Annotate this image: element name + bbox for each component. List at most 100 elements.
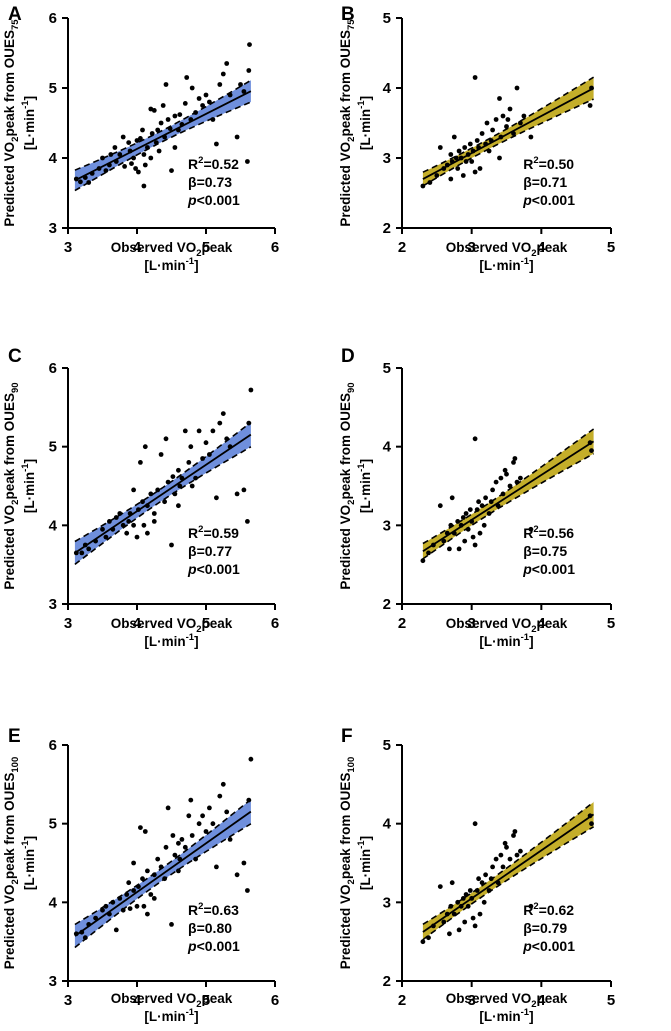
data-point	[203, 440, 209, 446]
y-axis-label-group: Predicted VO2peak from OUES90[L·min-1]	[338, 382, 373, 589]
data-point	[217, 82, 223, 87]
data-point	[165, 479, 171, 485]
data-point	[488, 876, 494, 882]
p-value-text: p<0.001	[187, 561, 240, 577]
y-axis-unit-label: [L·min-1]	[356, 836, 373, 890]
r-squared-text: R2=0.63	[188, 901, 239, 918]
data-point	[86, 546, 92, 552]
data-point	[477, 530, 483, 536]
x-tick-label: 4	[537, 615, 546, 632]
data-point	[246, 420, 252, 426]
data-point	[113, 515, 119, 520]
x-axis-label: Observed VO2peak	[111, 616, 233, 635]
data-point	[179, 122, 185, 127]
data-point	[79, 929, 85, 935]
x-tick-label: 4	[537, 239, 546, 256]
data-point	[189, 833, 195, 838]
data-point	[241, 89, 247, 94]
data-point	[456, 546, 462, 552]
data-point	[514, 85, 520, 91]
data-point	[589, 85, 594, 91]
y-axis-unit-label: [L·min-1]	[20, 459, 37, 513]
data-point	[110, 526, 116, 532]
data-point	[113, 927, 119, 933]
data-point	[465, 903, 471, 909]
data-point	[472, 542, 478, 548]
x-tick-label: 5	[202, 992, 210, 1009]
data-point	[151, 108, 157, 113]
data-point	[507, 856, 513, 862]
data-point	[186, 813, 192, 819]
data-point	[162, 499, 168, 505]
data-point	[140, 127, 145, 133]
data-point	[227, 837, 233, 842]
regression-line	[74, 433, 252, 554]
data-point	[241, 860, 247, 866]
data-point	[426, 550, 431, 556]
y-tick-label: 5	[383, 10, 391, 27]
data-point	[528, 134, 534, 140]
x-tick-label: 5	[202, 615, 210, 632]
x-tick-label: 3	[64, 615, 72, 632]
data-point	[463, 511, 469, 516]
data-point	[460, 173, 466, 178]
data-point	[138, 136, 143, 141]
p-value-text: p<0.001	[522, 561, 575, 577]
data-point	[227, 444, 233, 450]
data-point	[172, 852, 178, 858]
panel-b: B 2 3 4 5 2 3 4 5 R2=0.50 β=0.71 p<0.001 Observed VO…	[338, 4, 615, 273]
data-point	[124, 530, 130, 536]
data-point	[511, 460, 516, 465]
data-point	[518, 848, 523, 854]
data-point	[176, 868, 181, 874]
x-axis-unit-label: [L·min-1]	[144, 1007, 198, 1024]
data-point	[504, 844, 509, 850]
data-point	[224, 809, 230, 815]
data-point	[458, 903, 464, 909]
confidence-band	[422, 77, 594, 186]
data-point	[158, 120, 164, 126]
data-point	[210, 428, 216, 434]
data-point	[117, 511, 123, 516]
data-point	[203, 92, 209, 98]
data-point	[145, 530, 150, 536]
beta-text: β=0.71	[523, 174, 567, 190]
data-point	[234, 491, 240, 497]
y-axis-label-group: Predicted VO2peak from OUES90[L·min-1]	[2, 382, 37, 589]
x-tick-label: 3	[467, 239, 475, 256]
data-point	[156, 148, 162, 154]
data-point	[465, 152, 471, 157]
data-point	[131, 487, 137, 493]
y-tick-label: 6	[49, 737, 57, 754]
x-tick-label: 2	[398, 615, 406, 632]
data-point	[481, 899, 487, 905]
data-point	[484, 120, 490, 126]
data-point	[203, 829, 209, 834]
data-point	[448, 903, 454, 909]
x-tick-label: 4	[133, 992, 142, 1009]
data-point	[488, 138, 494, 143]
y-tick-label: 4	[49, 894, 58, 911]
data-point	[162, 134, 168, 140]
data-point	[196, 428, 202, 434]
data-point	[514, 852, 520, 858]
data-point	[210, 117, 216, 122]
data-point	[108, 152, 114, 157]
data-point	[469, 896, 475, 901]
data-point	[474, 507, 480, 512]
data-point	[486, 888, 492, 893]
x-axis-label: Observed VO2peak	[111, 991, 233, 1010]
data-point	[200, 813, 206, 819]
data-point	[460, 515, 466, 520]
data-point	[514, 479, 520, 485]
data-point	[460, 896, 466, 901]
y-tick-label: 5	[49, 439, 57, 456]
data-point	[188, 117, 194, 122]
data-point	[469, 159, 475, 164]
data-point	[587, 103, 593, 108]
data-point	[234, 134, 240, 140]
data-point	[451, 911, 457, 917]
data-point	[179, 837, 185, 842]
data-point	[93, 915, 98, 921]
data-point	[158, 452, 164, 457]
